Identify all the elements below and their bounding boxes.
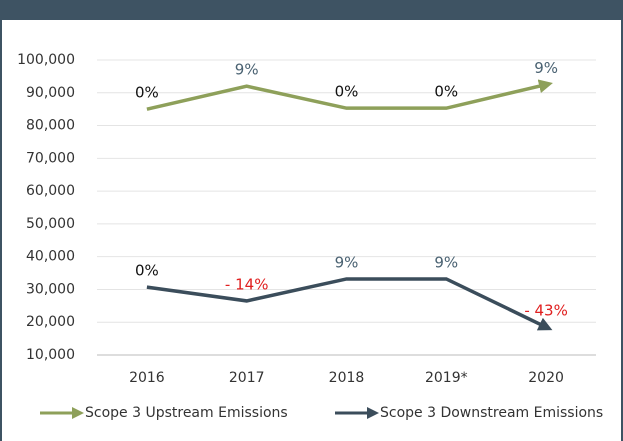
frame-right (621, 0, 623, 441)
x-tick-label: 2019* (425, 370, 468, 386)
x-tick-label: 2017 (229, 370, 265, 386)
y-tick-label: 80,000 (26, 118, 75, 134)
y-tick-label: 20,000 (26, 314, 75, 330)
y-tick-label: 30,000 (26, 281, 75, 297)
data-label: 9% (434, 253, 458, 271)
data-label: 0% (434, 83, 458, 101)
data-label: 9% (235, 61, 259, 79)
legend-label: Scope 3 Downstream Emissions (380, 405, 603, 421)
data-label: 0% (135, 262, 159, 280)
y-tick-label: 50,000 (26, 216, 75, 232)
y-tick-label: 10,000 (26, 347, 75, 363)
data-label: 0% (335, 83, 359, 101)
series-line (146, 79, 553, 111)
data-label: 0% (135, 84, 159, 102)
frame-left (0, 0, 2, 441)
series-line (146, 277, 553, 331)
x-tick-label: 2018 (329, 370, 365, 386)
y-tick-label: 100,000 (17, 52, 75, 68)
data-label: - 14% (225, 275, 269, 293)
data-label: 9% (534, 59, 558, 77)
y-tick-label: 90,000 (26, 85, 75, 101)
y-tick-label: 60,000 (26, 183, 75, 199)
x-tick-label: 2020 (528, 370, 564, 386)
y-tick-label: 40,000 (26, 249, 75, 265)
data-label: 9% (335, 253, 359, 271)
data-label: - 43% (524, 302, 568, 320)
y-tick-label: 70,000 (26, 150, 75, 166)
header-bar (0, 0, 623, 20)
x-tick-label: 2016 (129, 370, 165, 386)
legend-label: Scope 3 Upstream Emissions (85, 405, 288, 421)
